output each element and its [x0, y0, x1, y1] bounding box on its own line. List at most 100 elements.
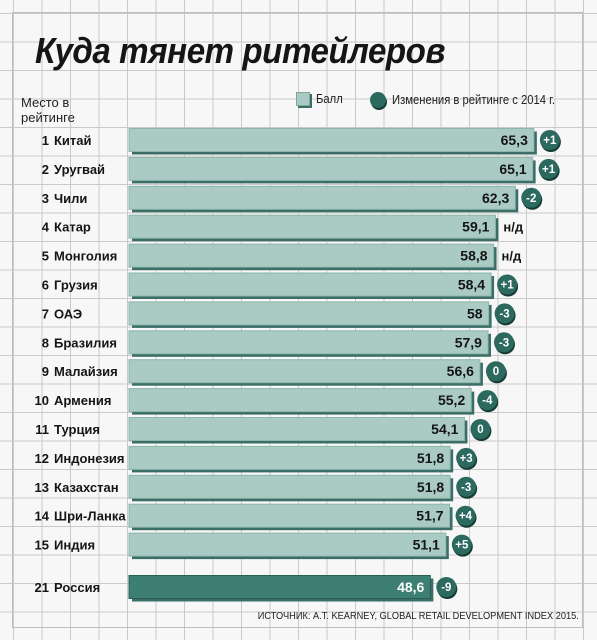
- value-label: 58: [467, 305, 483, 321]
- chart-title: Куда тянет ритейлеров: [35, 30, 445, 71]
- rank-label: 12: [35, 451, 49, 466]
- change-badge: [538, 158, 559, 179]
- change-badge: [539, 130, 560, 150]
- rank-label: 11: [35, 422, 49, 437]
- bar-row: 15 Индия 51,1 +5: [35, 532, 473, 560]
- change-label: 0: [477, 424, 483, 436]
- change-label: +5: [455, 540, 469, 552]
- bar: [128, 575, 431, 599]
- rank-label: 10: [35, 393, 49, 408]
- legend-change: Изменения в рейтинге с 2014 г.: [370, 92, 573, 108]
- country-label: Грузия: [54, 278, 98, 293]
- bar: [128, 359, 481, 384]
- bar: [128, 445, 451, 470]
- country-label: Чили: [54, 191, 87, 206]
- change-badge: [521, 187, 542, 208]
- bar-row: 13 Казахстан 51,8 -3: [35, 474, 478, 502]
- country-label: Уругвай: [54, 162, 105, 177]
- bar-row: 4 Катар 59,1 н/д: [42, 214, 524, 242]
- value-label: 57,9: [455, 334, 482, 350]
- rank-label: 7: [42, 306, 49, 321]
- change-badge: [497, 274, 518, 295]
- bar: [128, 388, 472, 413]
- rank-label: 9: [42, 364, 49, 379]
- change-label: +1: [501, 280, 515, 292]
- value-label: 65,3: [501, 132, 528, 148]
- country-label: Шри-Ланка: [54, 509, 126, 524]
- bar: [128, 156, 534, 181]
- bar: [128, 503, 451, 528]
- bar-row: 5 Монголия 58,8 н/д: [42, 243, 522, 271]
- change-badge: [451, 534, 472, 555]
- rank-label: 21: [35, 580, 49, 595]
- change-badge: [493, 332, 514, 353]
- bar-row: 7 ОАЭ 58 -3: [42, 301, 516, 328]
- value-label: 62,3: [482, 190, 509, 206]
- country-label: Малайзия: [54, 364, 118, 379]
- bar-row: 10 Армения 55,2 -4: [35, 388, 499, 415]
- rank-label: 13: [35, 480, 49, 495]
- bar: [128, 185, 516, 210]
- rank-label: 6: [42, 278, 49, 293]
- bar-row: 8 Бразилия 57,9 -3: [42, 330, 515, 357]
- change-badge: [456, 447, 477, 468]
- country-label: Монголия: [54, 249, 117, 264]
- value-label: 51,1: [413, 537, 440, 553]
- bar-row: 11 Турция 54,1 0: [35, 417, 492, 444]
- value-label: 56,6: [447, 363, 474, 379]
- change-badge: [485, 361, 506, 382]
- change-badge: [477, 390, 498, 411]
- rank-label: 3: [42, 191, 49, 206]
- bar: [128, 214, 496, 239]
- bar: [128, 474, 451, 499]
- bar-row: 2 Уругвай 65,1 +1: [42, 156, 560, 184]
- change-badge: [455, 505, 476, 526]
- rank-label: 1: [42, 133, 49, 148]
- bar-row: 1 Китай 65,3 +1: [42, 128, 561, 155]
- source-note: ИСТОЧНИК: A.T. KEARNEY, GLOBAL RETAIL DE…: [257, 610, 579, 622]
- country-label: Китай: [54, 133, 92, 148]
- value-label: 48,6: [397, 579, 424, 595]
- rank-label: 14: [35, 509, 50, 524]
- rank-label: 2: [42, 162, 49, 177]
- bar-row: 6 Грузия 58,4 +1: [42, 272, 519, 299]
- value-label: 54,1: [431, 421, 458, 437]
- change-label: -3: [461, 482, 471, 494]
- change-label: -9: [441, 582, 451, 594]
- change-badge: [494, 303, 515, 324]
- change-label: -2: [526, 193, 536, 205]
- legend-score-label: Балл: [316, 92, 343, 106]
- change-badge: [436, 577, 457, 597]
- legend-change-label: Изменения в рейтинге с 2014 г.: [392, 93, 555, 107]
- rank-column-header: Место в рейтинге: [21, 95, 75, 125]
- rank-label: 15: [35, 538, 49, 553]
- change-badge: [456, 476, 477, 497]
- bar-row: 12 Индонезия 51,8 +3: [35, 445, 478, 473]
- country-label: Катар: [54, 220, 91, 235]
- value-label: 55,2: [438, 392, 465, 408]
- rank-label: 4: [42, 220, 50, 235]
- change-label: 0: [493, 366, 499, 378]
- value-label: 58,8: [460, 248, 487, 264]
- bar-row: 9 Малайзия 56,6 0: [42, 359, 507, 386]
- country-label: ОАЭ: [54, 306, 82, 321]
- bar-row: 21 Россия 48,6 -9: [35, 575, 458, 602]
- country-label: Бразилия: [54, 335, 117, 350]
- change-label: +4: [459, 511, 473, 523]
- value-label: 59,1: [462, 219, 489, 235]
- bar-row: 3 Чили 62,3 -2: [42, 185, 543, 213]
- country-label: Турция: [54, 422, 100, 437]
- change-label: -4: [482, 395, 493, 407]
- change-label: н/д: [503, 220, 523, 235]
- bar: [128, 532, 447, 557]
- change-badge: [470, 419, 491, 439]
- legend-square-icon: [296, 92, 310, 106]
- change-label: -3: [499, 337, 509, 349]
- country-label: Индия: [54, 538, 95, 553]
- value-label: 51,8: [417, 450, 444, 466]
- bar: [128, 243, 495, 268]
- change-label: -3: [499, 308, 509, 320]
- legend-score: Балл: [296, 92, 346, 106]
